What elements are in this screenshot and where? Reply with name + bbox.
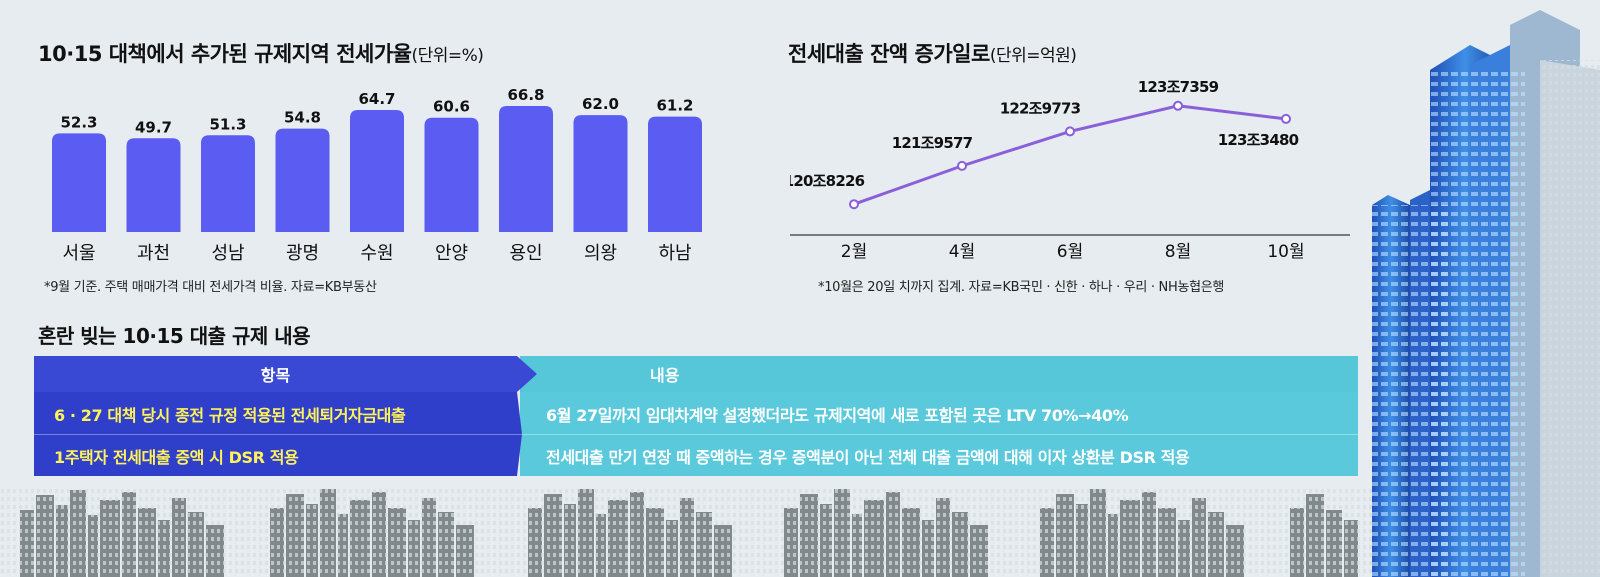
header-content-label: 내용 [650, 366, 680, 385]
bar-value-label-1: 52.3 [60, 113, 97, 131]
data-point-3 [1065, 126, 1075, 137]
x-tick-label-5: 10월 [1267, 242, 1304, 262]
bar-3 [201, 135, 255, 232]
data-label-5: 123조3480 [1218, 131, 1299, 149]
bar-4 [275, 128, 330, 232]
category-label-6: 안양 [435, 243, 468, 264]
category-label-1: 서울 [62, 243, 95, 264]
bar-value-label-4: 54.8 [284, 109, 321, 127]
bar-6 [424, 117, 479, 232]
data-point-2 [957, 160, 967, 171]
x-tick-label-3: 6월 [1057, 242, 1083, 262]
table-row-divider [34, 434, 1358, 435]
category-label-9: 하남 [658, 243, 691, 264]
data-point-1 [849, 199, 859, 210]
bar-9 [648, 116, 702, 232]
line-chart: 120조8226 2월 121조9577 4월 122조9773 6월 123조7359 8월… [790, 78, 1350, 262]
header-item-label: 항목 [260, 366, 291, 385]
bar-7 [499, 106, 553, 232]
bottom-city-silhouette [0, 488, 1380, 577]
chart1-unit: (단위=%) [411, 46, 484, 66]
chart1-title-text: 10·15 대책에서 추가된 규제지역 전세가율 [38, 42, 412, 66]
bar-value-label-3: 51.3 [209, 115, 246, 133]
bar-1 [52, 133, 106, 232]
bar-chart: 52.3 서울 49.7 과천 51.3 성남 54.8 광명 64.7 수원 60.6 안양 66.8… [52, 86, 702, 264]
chart2-title: 전세대출 잔액 증가일로(단위=억원) [788, 38, 1077, 68]
data-label-2: 121조9577 [892, 134, 973, 152]
chart1-note: *9월 기준. 주택 매매가격 대비 전세가격 비율. 자료=KB부동산 [44, 280, 377, 295]
chart2-note: *10월은 20일 치까지 집계. 자료=KB국민 · 신한 · 하나 · 우리… [818, 280, 1225, 295]
bar-8 [573, 115, 628, 232]
bar-value-label-9: 61.2 [656, 97, 693, 115]
data-label-1: 120조8226 [790, 172, 865, 190]
x-tick-label-1: 2월 [841, 242, 867, 262]
chart1-title: 10·15 대책에서 추가된 규제지역 전세가율(단위=%) [38, 38, 484, 68]
category-label-5: 수원 [360, 243, 393, 264]
series-line [853, 104, 1287, 206]
bar-5 [350, 109, 404, 232]
bar-value-label-7: 66.8 [507, 86, 544, 104]
table-row-2-item: 1주택자 전세대출 증액 시 DSR 적용 [54, 448, 299, 467]
table-title: 혼란 빚는 10·15 대출 규제 내용 [38, 324, 311, 348]
category-label-2: 과천 [137, 243, 170, 264]
tower-illustration [1372, 10, 1600, 577]
x-tick-label-2: 4월 [949, 242, 975, 262]
category-label-4: 광명 [286, 243, 319, 264]
data-point-5 [1281, 113, 1291, 124]
table-body-item [34, 392, 522, 476]
data-point-4 [1173, 100, 1183, 111]
table-row-2-content: 전세대출 만기 연장 때 증액하는 경우 증액분이 아닌 전체 대출 금액에 대… [546, 448, 1190, 467]
table-header-item: 항목 [34, 356, 517, 392]
chart2-unit: (단위=억원) [989, 46, 1077, 66]
category-label-8: 의왕 [584, 243, 617, 264]
data-label-3: 122조9773 [1000, 99, 1081, 117]
bar-value-label-2: 49.7 [135, 118, 172, 136]
table-header-content: 내용 [520, 356, 1358, 392]
data-label-4: 123조7359 [1138, 78, 1219, 96]
bar-2 [126, 138, 181, 232]
category-label-7: 용인 [509, 243, 542, 264]
table-row-1-content: 6월 27일까지 임대차계약 설정했더라도 규제지역에 새로 포함된 곳은 LT… [546, 406, 1129, 425]
chart2-title-text: 전세대출 잔액 증가일로 [788, 42, 990, 66]
x-tick-label-4: 8월 [1165, 242, 1191, 262]
bar-value-label-6: 60.6 [433, 98, 470, 116]
bar-value-label-5: 64.7 [358, 90, 395, 108]
bar-value-label-8: 62.0 [582, 95, 619, 113]
category-label-3: 성남 [211, 243, 244, 264]
table-body-content [520, 392, 1358, 476]
table-row-1-item: 6 · 27 대책 당시 종전 규정 적용된 전세퇴거자금대출 [54, 406, 406, 425]
